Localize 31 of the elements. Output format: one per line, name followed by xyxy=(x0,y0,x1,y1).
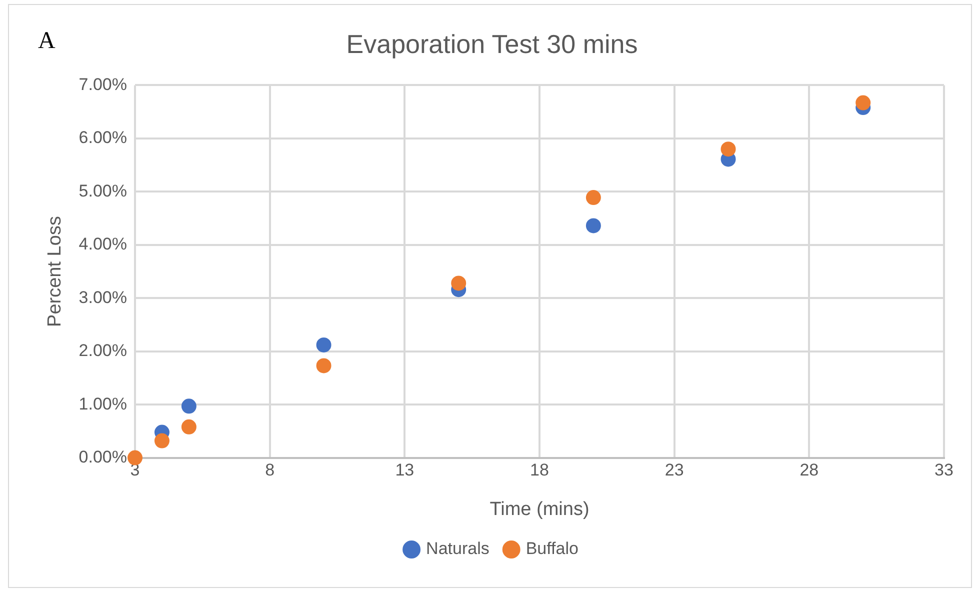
point xyxy=(181,419,196,434)
chart-title: Evaporation Test 30 mins xyxy=(346,28,638,59)
y-tick-label: 0.00% xyxy=(78,447,128,466)
legend-label: Buffalo xyxy=(526,539,578,558)
y-tick-label: 4.00% xyxy=(78,234,128,254)
y-axis-title: Percent Loss xyxy=(44,216,66,327)
x-tick-label: 18 xyxy=(530,460,549,480)
x-tick-label: 13 xyxy=(395,460,414,480)
y-tick-label: 2.00% xyxy=(78,341,128,360)
point xyxy=(720,142,736,157)
legend-label: Naturals xyxy=(426,539,490,558)
x-tick-label: 8 xyxy=(265,460,275,480)
y-tick-label: 7.00% xyxy=(78,74,128,94)
y-tick-label: 3.00% xyxy=(78,288,128,307)
text: A xyxy=(38,28,56,55)
point xyxy=(451,276,466,291)
y-tick-label: 5.00% xyxy=(78,181,128,200)
x-tick-label: 33 xyxy=(934,460,954,480)
point xyxy=(154,433,170,448)
point xyxy=(586,218,601,234)
x-tick-label: 28 xyxy=(800,460,819,480)
point xyxy=(316,358,332,374)
point xyxy=(856,95,871,110)
y-tick-label: 1.00% xyxy=(78,394,128,414)
point xyxy=(586,190,601,206)
point xyxy=(316,337,332,352)
point xyxy=(128,450,143,466)
y-tick-label: 6.00% xyxy=(78,128,128,148)
point xyxy=(181,398,196,414)
x-tick-label: 23 xyxy=(664,460,684,480)
x-axis-title: Time (mins) xyxy=(490,498,590,520)
